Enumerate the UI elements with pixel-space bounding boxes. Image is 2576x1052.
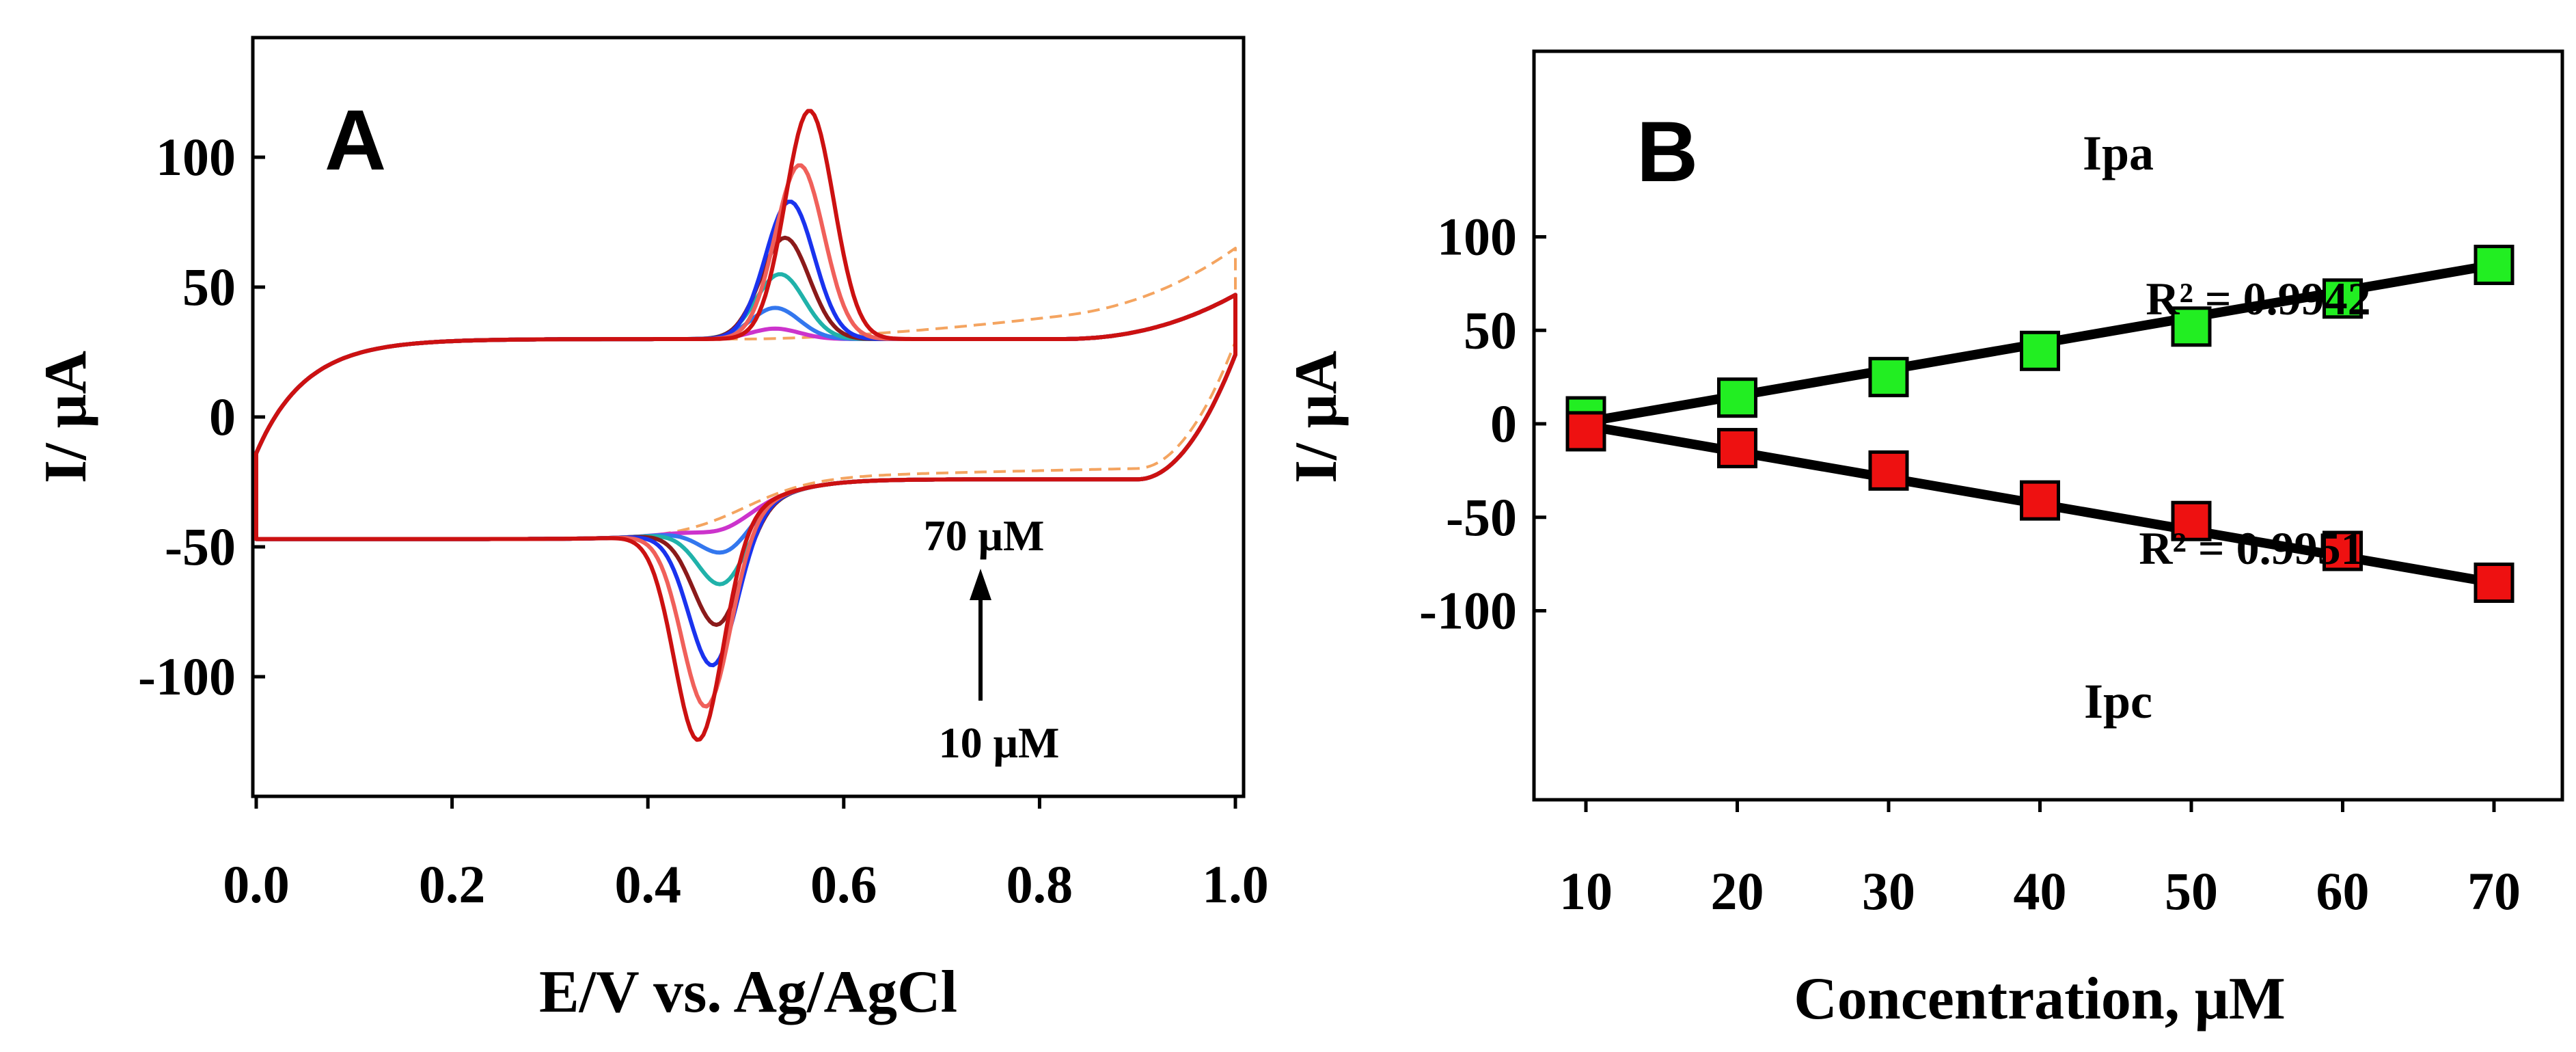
panel-a-curves — [254, 109, 1237, 742]
panel-b-ipa-point — [2020, 330, 2060, 371]
panel-b-calibration-plot: -100 -50 0 50 100 10 20 30 40 50 60 70 B Concentra… — [1283, 49, 2564, 1032]
panel-b-ipa-r2-label: R² = 0.9942 — [2146, 273, 2370, 325]
panel-a-y-tick-label: 50 — [182, 257, 236, 316]
panel-b-ipa-point — [2474, 245, 2515, 286]
panel-a-y-tick-label: -50 — [165, 517, 236, 576]
panel-a-annotation-upper-concentration: 70 μM — [924, 511, 1045, 560]
panel-b-y-tick-label: 50 — [1464, 300, 1517, 360]
panel-b-x-tick-label: 40 — [2014, 861, 2067, 921]
panel-b-x-tick-label: 30 — [1862, 861, 1915, 921]
panel-a-y-tick-label: 0 — [209, 387, 236, 446]
panel-b-x-axis-ticks: 10 20 30 40 50 60 70 — [1559, 800, 2521, 921]
panel-b-ipa-point — [2322, 278, 2363, 319]
panel-b-x-axis-label: Concentration, μM — [1794, 966, 2286, 1032]
panel-b-label: B — [1636, 105, 1698, 200]
panel-a-annotation-lower-concentration: 10 μM — [939, 718, 1060, 767]
panel-b-data-points — [1565, 245, 2515, 603]
panel-a-y-tick-label: 100 — [156, 127, 236, 187]
panel-a-cv-curve — [254, 163, 1237, 709]
panel-a-label: A — [325, 93, 386, 188]
panel-a-y-axis-label: I/ μA — [33, 351, 99, 483]
panel-a-cv-curve — [255, 247, 1237, 541]
panel-b-ipa-point — [1868, 357, 1909, 398]
panel-b-ipc-point — [1717, 428, 1757, 469]
panel-a-cv-curve — [254, 109, 1237, 742]
panel-b-ipc-point — [2322, 530, 2363, 571]
panel-a-x-tick-label: 1.0 — [1202, 854, 1269, 914]
panel-a-x-tick-label: 0.4 — [614, 854, 681, 914]
panel-a-x-tick-label: 0.0 — [223, 854, 290, 914]
panel-b-x-tick-label: 10 — [1559, 861, 1613, 921]
panel-a-cv-plot: -100 -50 0 50 100 0.0 0.2 0.4 0.6 0.8 1.0 A E/V v… — [33, 36, 1269, 1025]
panel-b-ipc-point — [1868, 450, 1909, 491]
panel-a-increase-arrow — [970, 569, 991, 701]
panel-b-y-tick-label: 100 — [1437, 207, 1517, 267]
panel-b-x-tick-label: 20 — [1711, 861, 1764, 921]
panel-b-y-tick-label: -100 — [1419, 581, 1517, 640]
panel-a-y-axis-ticks: -100 -50 0 50 100 — [138, 127, 265, 706]
panel-a-x-axis-label: E/V vs. Ag/AgCl — [539, 959, 957, 1025]
panel-b-x-tick-label: 70 — [2467, 861, 2521, 921]
panel-b-y-tick-label: -50 — [1446, 487, 1517, 547]
panel-a-cv-curve — [254, 200, 1237, 668]
panel-b-ipa-point — [1717, 377, 1757, 418]
panel-a-x-tick-label: 0.6 — [810, 854, 877, 914]
panel-b-ipc-point — [2474, 562, 2515, 603]
panel-a-y-tick-label: -100 — [138, 647, 236, 706]
panel-a-x-tick-label: 0.2 — [419, 854, 486, 914]
panel-a-x-tick-label: 0.8 — [1006, 854, 1073, 914]
panel-b-ipc-point — [2020, 480, 2060, 521]
panel-b-ipc-r2-label: R² = 0.9951 — [2139, 522, 2363, 574]
panel-b-ipa-point — [2171, 306, 2212, 347]
panel-b-y-axis-ticks: -100 -50 0 50 100 — [1419, 207, 1546, 640]
panel-b-y-axis-label: I/ μA — [1283, 351, 1349, 483]
panel-b-ipa-label: Ipa — [2083, 126, 2154, 180]
panel-b-x-tick-label: 50 — [2165, 861, 2218, 921]
panel-b-ipc-point — [2171, 500, 2212, 541]
panel-a-x-axis-ticks: 0.0 0.2 0.4 0.6 0.8 1.0 — [223, 796, 1269, 914]
panel-b-y-tick-label: 0 — [1490, 394, 1517, 453]
panel-b-ipc-label: Ipc — [2084, 674, 2152, 729]
panel-a-plot-frame — [251, 36, 1246, 798]
panel-b-ipc-point — [1565, 411, 1606, 452]
panel-b-x-tick-label: 60 — [2316, 861, 2370, 921]
